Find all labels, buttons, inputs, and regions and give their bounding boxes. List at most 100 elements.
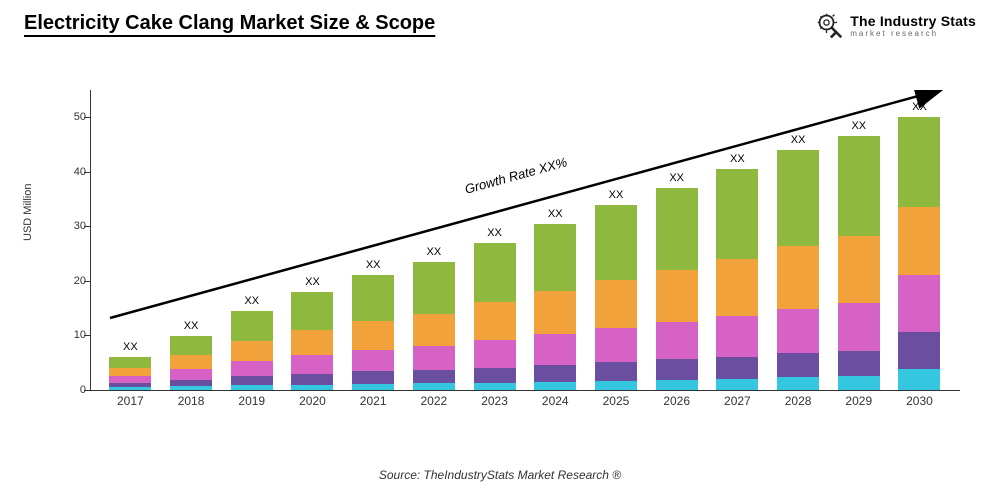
bar-segment (413, 314, 455, 347)
bar-segment (352, 275, 394, 320)
plot-region: XXXXXXXXXXXXXXXXXXXXXXXXXXXX Growth Rate… (90, 90, 960, 390)
bar-segment (109, 357, 151, 368)
bar-segment (352, 384, 394, 390)
x-tick-label: 2028 (773, 394, 823, 408)
bar-segment (534, 365, 576, 382)
bar-segment (231, 385, 273, 390)
bar-value-label: XX (366, 259, 381, 271)
bar-value-label: XX (912, 101, 927, 113)
logo-main: The Industry Stats (850, 14, 976, 28)
bar-segment (716, 259, 758, 316)
bar-segment (170, 386, 212, 390)
x-tick-label: 2027 (712, 394, 762, 408)
bar-segment (352, 321, 394, 350)
bar-segment (474, 302, 516, 340)
bar-segment (413, 370, 455, 384)
bar-segment (838, 236, 880, 303)
bar-segment (231, 361, 273, 376)
bar-group: XX (105, 341, 155, 390)
bar-segment (413, 383, 455, 390)
bar-segment (170, 369, 212, 380)
bar-segment (352, 350, 394, 371)
bar-segment (656, 270, 698, 322)
bar-segment (109, 368, 151, 376)
bar-segment (716, 357, 758, 379)
bar-group: XX (894, 101, 944, 390)
source-attribution: Source: TheIndustryStats Market Research… (0, 468, 1000, 482)
chart-area: USD Million 01020304050 XXXXXXXXXXXXXXXX… (60, 90, 960, 420)
bar-segment (777, 377, 819, 390)
bar-group: XX (530, 208, 580, 390)
chart-container: Electricity Cake Clang Market Size & Sco… (0, 0, 1000, 500)
bar-segment (595, 205, 637, 281)
bar-group: XX (591, 189, 641, 390)
bar-group: XX (773, 134, 823, 390)
bar-value-label: XX (548, 208, 563, 220)
brand-logo: The Industry Stats market research (816, 12, 976, 40)
bar-segment (777, 246, 819, 309)
bar-group: XX (652, 172, 702, 390)
gear-icon (816, 12, 844, 40)
x-tick-label: 2025 (591, 394, 641, 408)
bar-value-label: XX (184, 320, 199, 332)
bar-segment (898, 332, 940, 369)
bar-segment (291, 330, 333, 355)
bar-segment (170, 355, 212, 369)
stacked-bar (838, 136, 880, 390)
x-tick-label: 2022 (409, 394, 459, 408)
bar-segment (595, 362, 637, 381)
bar-value-label: XX (123, 341, 138, 353)
y-axis-label: USD Million (22, 184, 34, 241)
bar-segment (231, 341, 273, 361)
bar-value-label: XX (427, 246, 442, 258)
logo-text: The Industry Stats market research (850, 14, 976, 38)
stacked-bar (534, 224, 576, 390)
bar-segment (898, 275, 940, 332)
x-tick-label: 2029 (834, 394, 884, 408)
bar-segment (474, 340, 516, 367)
stacked-bar (291, 292, 333, 390)
bar-segment (898, 369, 940, 390)
bar-segment (231, 311, 273, 341)
chart-title: Electricity Cake Clang Market Size & Sco… (24, 12, 435, 35)
bar-segment (656, 380, 698, 390)
bar-group: XX (348, 259, 398, 390)
stacked-bar (352, 275, 394, 390)
bar-value-label: XX (851, 120, 866, 132)
bar-group: XX (166, 320, 216, 391)
bar-segment (291, 355, 333, 374)
bar-segment (352, 371, 394, 384)
bar-group: XX (227, 295, 277, 390)
bar-segment (474, 383, 516, 390)
bar-segment (291, 385, 333, 390)
bar-group: XX (470, 227, 520, 390)
stacked-bar (170, 336, 212, 391)
bar-value-label: XX (791, 134, 806, 146)
bar-segment (534, 224, 576, 292)
x-tick-label: 2023 (470, 394, 520, 408)
x-axis-labels: 2017201820192020202120222023202420252026… (90, 394, 960, 408)
bar-segment (534, 334, 576, 365)
bar-value-label: XX (487, 227, 502, 239)
bar-segment (838, 136, 880, 235)
stacked-bar (595, 205, 637, 390)
bar-group: XX (287, 276, 337, 390)
bar-segment (595, 280, 637, 328)
bar-segment (170, 336, 212, 355)
bar-segment (595, 381, 637, 390)
x-tick-label: 2026 (652, 394, 702, 408)
bar-segment (656, 322, 698, 359)
x-tick-label: 2018 (166, 394, 216, 408)
bar-value-label: XX (244, 295, 259, 307)
x-tick-label: 2024 (530, 394, 580, 408)
bar-segment (716, 379, 758, 390)
stacked-bar (413, 262, 455, 390)
stacked-bar (474, 243, 516, 390)
bar-segment (291, 292, 333, 330)
bar-segment (595, 328, 637, 362)
bar-segment (109, 387, 151, 390)
bar-segment (534, 291, 576, 334)
x-tick-label: 2017 (105, 394, 155, 408)
bar-value-label: XX (730, 153, 745, 165)
bar-segment (656, 188, 698, 270)
